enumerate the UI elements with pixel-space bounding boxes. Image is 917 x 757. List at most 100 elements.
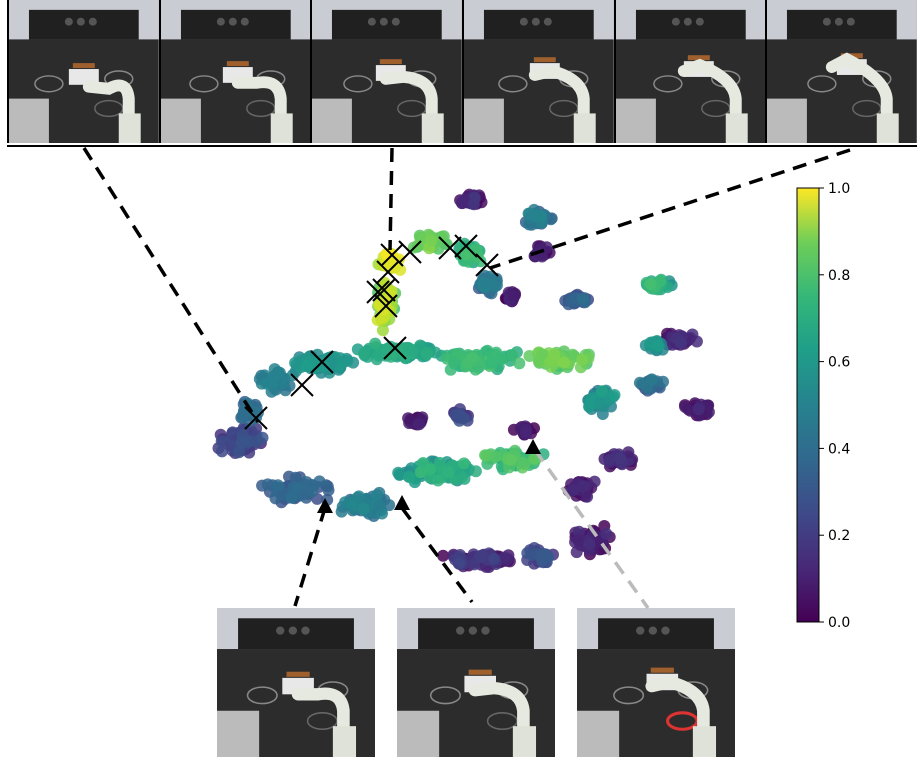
scatter-point	[371, 489, 384, 502]
scatter-point	[572, 534, 585, 547]
scatter-point	[256, 431, 269, 444]
scatter-point	[479, 277, 492, 289]
top-thumbnail-1	[7, 0, 159, 143]
x-marker	[398, 240, 422, 264]
top-thumbnail-6	[765, 0, 917, 143]
scatter-point	[370, 353, 383, 366]
scatter-point	[432, 474, 444, 487]
scatter-points	[212, 188, 715, 573]
scatter-point	[507, 289, 520, 302]
scatter-point	[271, 479, 284, 492]
scatter-point	[644, 278, 657, 290]
scatter-point	[603, 453, 616, 466]
scatter-point	[424, 235, 437, 248]
x-marker	[376, 260, 400, 284]
scatter-point	[261, 478, 274, 491]
scatter-point	[357, 502, 370, 515]
scatter-point	[657, 375, 669, 388]
robot-scene-image	[615, 0, 766, 143]
scatter-point	[467, 198, 480, 211]
scatter-point	[614, 452, 627, 465]
x-marker	[454, 234, 478, 258]
scatter-point	[674, 337, 687, 349]
scatter-point	[488, 552, 501, 565]
scatter-point	[215, 435, 228, 448]
scatter-point	[458, 457, 470, 470]
scatter-point	[458, 194, 471, 207]
scatter-point	[583, 400, 596, 413]
robot-scene-image	[217, 608, 375, 757]
scatter-point	[413, 418, 426, 431]
scatter-point	[588, 475, 601, 488]
scatter-point	[414, 231, 427, 244]
scatter-point	[236, 411, 249, 424]
scatter-point	[652, 339, 665, 352]
triangle-marker	[394, 495, 410, 510]
scatter-point	[600, 527, 613, 540]
bottom-thumbnail-2	[397, 608, 555, 757]
scatter-point	[581, 490, 594, 503]
scatter-point	[486, 353, 499, 366]
scatter-point	[566, 348, 579, 361]
triangle-marker	[317, 498, 333, 513]
top-thumbnail-2	[158, 0, 311, 143]
scatter-point	[513, 357, 526, 370]
scatter-point	[352, 490, 365, 503]
scatter-point	[266, 372, 279, 385]
scatter-point	[469, 465, 482, 478]
scatter-point	[489, 280, 501, 293]
scatter-point	[508, 444, 521, 457]
scatter-point	[576, 292, 589, 305]
x-marker	[475, 253, 499, 277]
scatter-point	[519, 426, 532, 439]
scatter-point	[390, 254, 403, 267]
scatter-point	[289, 356, 302, 369]
x-marker	[366, 280, 390, 304]
scatter-point	[460, 248, 473, 261]
scatter-point	[468, 558, 481, 571]
bottom-thumbnail-3	[577, 608, 735, 757]
scatter-point	[424, 463, 437, 476]
scatter-point	[608, 389, 621, 401]
connector-line	[388, 147, 394, 251]
robot-scene-image	[464, 0, 614, 143]
scatter-point	[481, 344, 494, 357]
scatter-point	[369, 337, 382, 350]
scatter-point	[558, 356, 570, 369]
scatter-point	[420, 348, 433, 361]
robot-scene-image	[312, 0, 463, 143]
scatter-point	[289, 471, 302, 484]
scatter-point	[300, 359, 313, 372]
top-thumbnail-4	[462, 0, 614, 143]
top-thumbnail-3	[310, 0, 463, 143]
x-marker	[383, 336, 407, 360]
scatter-point	[345, 497, 357, 510]
scatter-point	[453, 408, 466, 421]
connector-lines	[82, 147, 851, 610]
scatter-point	[535, 348, 548, 361]
scatter-point	[216, 445, 228, 458]
scatter-point	[403, 470, 416, 483]
scatter-point	[414, 466, 427, 479]
x-marker	[290, 373, 314, 397]
scatter-point	[296, 488, 309, 501]
scatter-point	[392, 466, 405, 479]
scatter-point	[448, 356, 461, 369]
scatter-point	[595, 385, 608, 398]
connector-line	[400, 506, 474, 604]
x-marker	[310, 350, 334, 374]
scatter-point	[576, 480, 589, 493]
connector-line	[489, 148, 851, 270]
scatter-point	[576, 353, 589, 366]
scatter-point	[506, 349, 518, 362]
robot-scene-image	[767, 0, 917, 143]
scatter-point	[690, 335, 703, 348]
scatter-point	[442, 466, 455, 479]
scatter-point	[462, 357, 474, 369]
scatter-point	[406, 344, 419, 357]
robot-scene-image	[577, 608, 735, 757]
scatter-point	[376, 324, 389, 337]
scatter-point	[489, 450, 502, 463]
